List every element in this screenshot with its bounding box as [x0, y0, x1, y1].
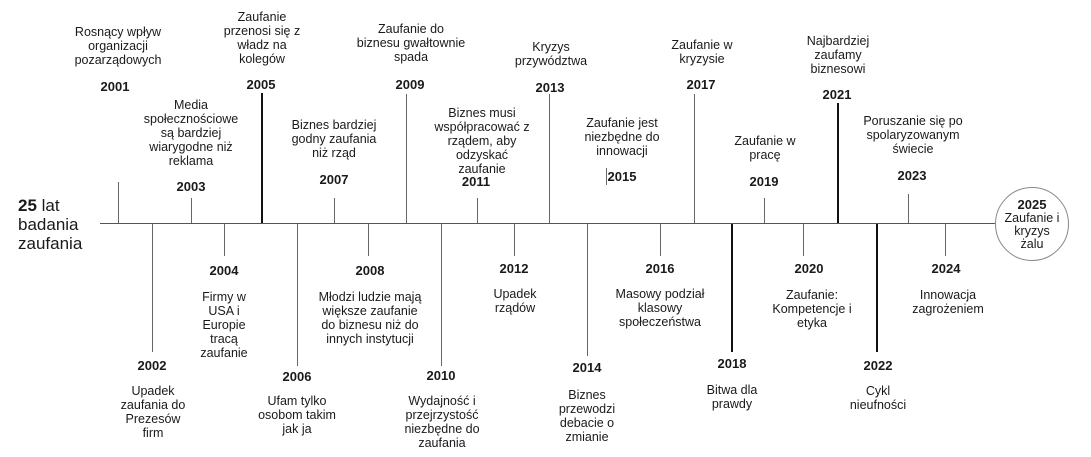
year-2002: 2002 [137, 358, 167, 373]
event-text-2018: Bitwa dla prawdy [706, 383, 758, 411]
year-2003: 2003 [176, 179, 206, 194]
event-text-2024: Innowacja zagrożeniem [912, 288, 984, 316]
tick-2016 [660, 224, 661, 256]
year-2006: 2006 [282, 369, 312, 384]
year-2022: 2022 [863, 358, 893, 373]
tick-2022 [876, 224, 878, 352]
tick-2010 [441, 224, 442, 366]
tick-2001 [118, 182, 119, 223]
year-2021: 2021 [822, 87, 852, 102]
year-2011: 2011 [461, 174, 491, 189]
year-2017: 2017 [686, 77, 716, 92]
year-2012: 2012 [499, 261, 529, 276]
event-text-2021: Najbardziej zaufamy biznesowi [806, 34, 870, 76]
tick-2012 [514, 224, 515, 256]
tick-2002 [152, 224, 153, 352]
tick-2005 [261, 93, 263, 223]
tick-2020 [803, 224, 804, 256]
event-text-2006: Ufam tylko osobom takim jak ja [258, 394, 336, 436]
title-number: 25 [18, 196, 37, 215]
year-2016: 2016 [645, 261, 675, 276]
event-text-2025: Zaufanie i kryzys żalu [1004, 211, 1060, 251]
tick-2021 [837, 103, 839, 223]
event-text-2023: Poruszanie się po spolaryzowanym świecie [863, 114, 963, 156]
tick-2003 [191, 198, 192, 223]
event-text-2013: Kryzys przywództwa [514, 40, 588, 68]
tick-2023 [908, 194, 909, 223]
tick-2009 [406, 94, 407, 223]
title-word-badania: badania [18, 215, 79, 234]
year-2018: 2018 [717, 356, 747, 371]
tick-2011 [477, 198, 478, 223]
year-2015: 2015 [607, 169, 637, 184]
tick-2017 [694, 94, 695, 223]
year-2001: 2001 [100, 79, 130, 94]
event-text-2009: Zaufanie do biznesu gwałtownie spada [356, 22, 466, 64]
event-text-2001: Rosnący wpływ organizacji pozarządowych [74, 25, 162, 67]
final-milestone-circle: 2025 Zaufanie i kryzys żalu [995, 187, 1069, 261]
timeline-axis [100, 223, 995, 224]
year-2019: 2019 [749, 174, 779, 189]
year-2024: 2024 [931, 261, 961, 276]
title-word-zaufania: zaufania [18, 234, 83, 253]
event-text-2016: Masowy podział klasowy społeczeństwa [615, 287, 705, 329]
event-text-2004: Firmy w USA i Europie tracą zaufanie [200, 290, 248, 360]
year-2009: 2009 [395, 77, 425, 92]
event-text-2017: Zaufanie w kryzysie [671, 38, 733, 66]
tick-2013 [549, 94, 550, 223]
tick-2006 [297, 224, 298, 366]
tick-2004 [224, 224, 225, 256]
year-2020: 2020 [794, 261, 824, 276]
title-word-lat: lat [41, 196, 60, 215]
event-text-2012: Upadek rządów [493, 287, 537, 315]
tick-2014 [587, 224, 588, 356]
event-text-2002: Upadek zaufania do Prezesów firm [120, 384, 186, 440]
event-text-2007: Biznes bardziej godny zaufania niż rząd [291, 118, 377, 160]
year-2023: 2023 [897, 168, 927, 183]
event-text-2022: Cykl nieufności [849, 384, 907, 412]
event-text-2008: Młodzi ludzie mają większe zaufanie do b… [318, 290, 422, 346]
event-text-2005: Zaufanie przenosi się z władz na kolegów [223, 10, 301, 66]
year-2008: 2008 [355, 263, 385, 278]
event-text-2015: Zaufanie jest niezbędne do innowacji [584, 116, 660, 158]
event-text-2019: Zaufanie w pracę [734, 134, 796, 162]
tick-2015 [606, 168, 607, 185]
year-2004: 2004 [209, 263, 239, 278]
year-2005: 2005 [246, 77, 276, 92]
tick-2018 [731, 224, 733, 352]
year-2014: 2014 [572, 360, 602, 375]
event-text-2010: Wydajność i przejrzystość niezbędne do z… [404, 394, 480, 450]
event-text-2011: Biznes musi współpracować z rządem, aby … [434, 106, 530, 176]
tick-2019 [764, 198, 765, 223]
tick-2024 [945, 224, 946, 256]
tick-2007 [334, 198, 335, 223]
year-2013: 2013 [535, 80, 565, 95]
timeline-title: 25 lat badania zaufania [18, 196, 82, 253]
year-2010: 2010 [426, 368, 456, 383]
tick-2008 [368, 224, 369, 256]
year-2025: 2025 [1017, 197, 1047, 212]
event-text-2003: Media społecznościowe są bardziej wiaryg… [143, 98, 239, 168]
year-2007: 2007 [319, 172, 349, 187]
event-text-2020: Zaufanie: Kompetencje i etyka [772, 288, 852, 330]
event-text-2014: Biznes przewodzi debacie o zmianie [558, 388, 616, 444]
